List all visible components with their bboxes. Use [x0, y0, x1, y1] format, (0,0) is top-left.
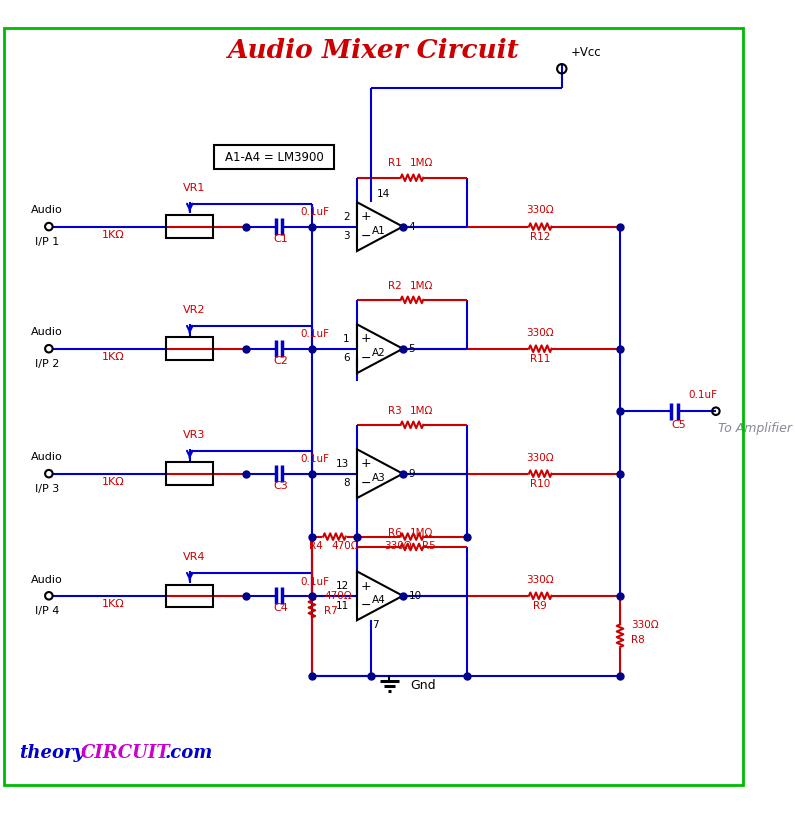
Text: .com: .com — [165, 744, 212, 762]
Text: C3: C3 — [273, 480, 289, 491]
Text: Gnd: Gnd — [410, 679, 436, 692]
Text: R4: R4 — [308, 541, 323, 551]
Text: 7: 7 — [373, 620, 379, 630]
Text: I/P 4: I/P 4 — [35, 606, 59, 616]
Text: VR2: VR2 — [183, 305, 206, 315]
Text: 470Ω: 470Ω — [324, 590, 351, 601]
Text: theory: theory — [19, 744, 83, 762]
Text: I/P 2: I/P 2 — [35, 359, 59, 369]
Text: 0.1uF: 0.1uF — [301, 576, 329, 586]
Text: 330Ω: 330Ω — [526, 575, 554, 585]
Text: −: − — [361, 599, 371, 612]
Text: R6: R6 — [388, 528, 402, 537]
Text: VR4: VR4 — [183, 552, 206, 562]
Text: 1KΩ: 1KΩ — [101, 599, 124, 609]
Bar — [166, 463, 213, 485]
Text: C5: C5 — [672, 420, 687, 430]
Text: VR3: VR3 — [184, 430, 206, 440]
Text: 330Ω: 330Ω — [526, 453, 554, 463]
Text: A4: A4 — [371, 595, 386, 606]
Text: 1KΩ: 1KΩ — [101, 352, 124, 362]
Text: R7: R7 — [324, 606, 338, 615]
Text: Audio: Audio — [31, 452, 63, 463]
Text: R2: R2 — [388, 280, 402, 290]
Text: C1: C1 — [273, 233, 289, 244]
Text: Audio Mixer Circuit: Audio Mixer Circuit — [227, 38, 519, 63]
Text: 10: 10 — [409, 591, 421, 601]
Text: 470Ω: 470Ω — [332, 541, 359, 551]
Text: 330Ω: 330Ω — [631, 620, 659, 630]
Text: +Vcc: +Vcc — [571, 46, 602, 59]
Text: C2: C2 — [273, 356, 289, 366]
Text: 5: 5 — [409, 344, 415, 354]
Text: 13: 13 — [336, 459, 350, 469]
Text: R8: R8 — [631, 635, 645, 646]
Text: R1: R1 — [388, 159, 402, 168]
Text: R12: R12 — [530, 232, 550, 241]
Text: +: + — [361, 333, 372, 346]
Text: 1KΩ: 1KΩ — [101, 477, 124, 487]
Text: 0.1uF: 0.1uF — [301, 454, 329, 464]
Text: To Amplifier: To Amplifier — [718, 422, 792, 435]
Text: A3: A3 — [371, 473, 386, 483]
Text: R10: R10 — [530, 479, 550, 489]
Text: 1KΩ: 1KΩ — [101, 230, 124, 240]
Text: 1MΩ: 1MΩ — [409, 159, 433, 168]
Text: 0.1uF: 0.1uF — [301, 207, 329, 217]
Text: +: + — [361, 211, 372, 224]
Text: R9: R9 — [533, 601, 547, 611]
Text: 330Ω: 330Ω — [526, 206, 554, 215]
Text: A1: A1 — [371, 226, 386, 236]
Text: Audio: Audio — [31, 206, 63, 215]
Bar — [166, 215, 213, 238]
Text: +: + — [361, 458, 372, 471]
Text: A2: A2 — [371, 348, 386, 359]
Text: Audio: Audio — [31, 575, 63, 585]
Text: −: − — [361, 477, 371, 490]
Text: 14: 14 — [377, 189, 390, 199]
Text: 0.1uF: 0.1uF — [301, 329, 329, 340]
Text: C4: C4 — [273, 602, 289, 613]
Text: 4: 4 — [409, 222, 415, 232]
Text: CIRCUIT: CIRCUIT — [81, 744, 170, 762]
Bar — [166, 337, 213, 360]
Text: 9: 9 — [409, 468, 415, 479]
Text: I/P 3: I/P 3 — [35, 484, 59, 494]
Text: 1MΩ: 1MΩ — [409, 406, 433, 415]
Text: 6: 6 — [343, 354, 350, 363]
Text: 2: 2 — [343, 212, 350, 222]
Text: 1: 1 — [343, 334, 350, 344]
Text: 1MΩ: 1MΩ — [409, 280, 433, 290]
Text: 12: 12 — [336, 581, 350, 591]
Text: R5: R5 — [422, 541, 436, 551]
Text: 0.1uF: 0.1uF — [688, 390, 717, 400]
Text: VR1: VR1 — [184, 183, 206, 193]
Text: 3: 3 — [343, 232, 350, 241]
Text: +: + — [361, 580, 372, 593]
Text: 1MΩ: 1MΩ — [409, 528, 433, 537]
Bar — [214, 145, 335, 169]
Text: 330Ω: 330Ω — [384, 541, 412, 551]
Text: 330Ω: 330Ω — [526, 328, 554, 337]
Text: 11: 11 — [336, 601, 350, 611]
Text: I/P 1: I/P 1 — [35, 237, 59, 247]
Text: 8: 8 — [343, 478, 350, 489]
Text: R3: R3 — [388, 406, 402, 415]
Bar — [166, 585, 213, 607]
Text: A1-A4 = LM3900: A1-A4 = LM3900 — [225, 150, 324, 163]
Text: R11: R11 — [530, 354, 550, 364]
Text: −: − — [361, 352, 371, 365]
Text: Audio: Audio — [31, 328, 63, 337]
Text: −: − — [361, 230, 371, 243]
